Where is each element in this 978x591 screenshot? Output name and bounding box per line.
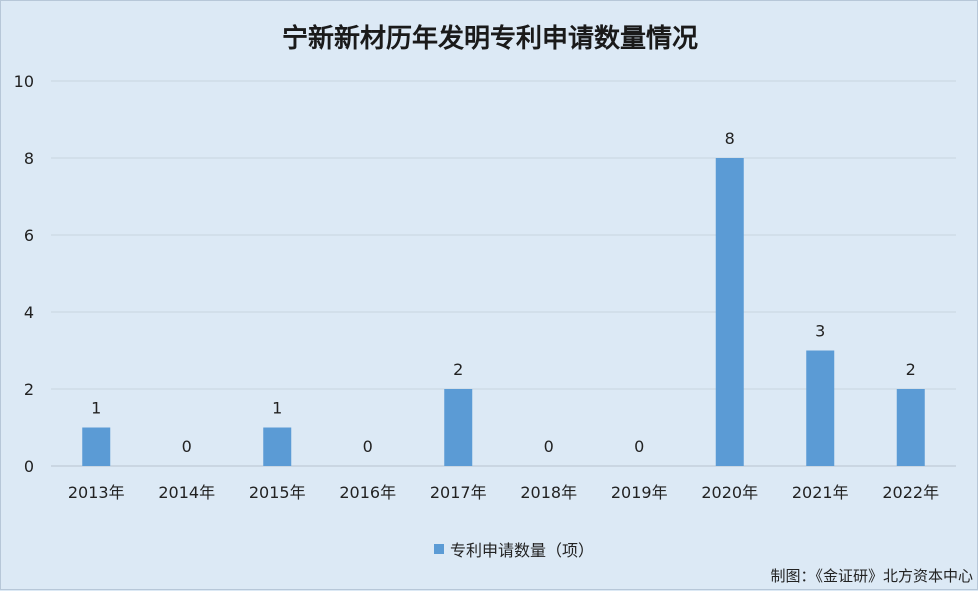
y-tick-label: 2 [24,380,34,399]
credit-note: 制图：《金证研》北方资本中心 [770,567,973,585]
data-label: 0 [544,437,554,456]
y-tick-label: 0 [24,457,34,476]
data-label: 0 [363,437,373,456]
data-label: 3 [815,322,825,341]
x-tick-label: 2020年 [701,483,758,502]
x-tick-label: 2021年 [792,483,849,502]
gridlines [51,80,956,467]
bar [806,350,835,466]
y-tick-label: 6 [24,226,34,245]
bars [82,158,925,466]
y-tick-label: 10 [14,72,34,91]
chart-title: 宁新新材历年发明专利申请数量情况 [282,23,698,54]
y-axis-ticks: 0 2 4 6 8 10 [14,72,34,476]
data-label: 1 [91,399,101,418]
x-tick-label: 2022年 [882,483,939,502]
x-tick-label: 2015年 [249,483,306,502]
bar [263,427,292,466]
y-tick-label: 8 [24,149,34,168]
bar [896,389,925,466]
legend-label: 专利申请数量（项） [450,541,594,560]
data-label: 2 [906,360,916,379]
bar [444,389,473,466]
data-label: 0 [182,437,192,456]
legend-swatch [434,544,444,554]
legend: 专利申请数量（项） [434,541,594,560]
data-label: 1 [272,399,282,418]
y-tick-label: 4 [24,303,34,322]
bar [82,427,111,466]
x-tick-label: 2016年 [339,483,396,502]
data-label: 0 [634,437,644,456]
data-label: 2 [453,360,463,379]
x-axis-ticks: 2013年 2014年 2015年 2016年 2017年 2018年 2019年 2020年… [68,483,939,502]
data-label: 8 [725,129,735,148]
x-tick-label: 2018年 [520,483,577,502]
x-tick-label: 2014年 [158,483,215,502]
x-tick-label: 2019年 [611,483,668,502]
x-tick-label: 2017年 [430,483,487,502]
x-tick-label: 2013年 [68,483,125,502]
data-labels: 1 0 1 0 2 0 0 8 3 2 [91,129,916,456]
bar [715,158,744,466]
